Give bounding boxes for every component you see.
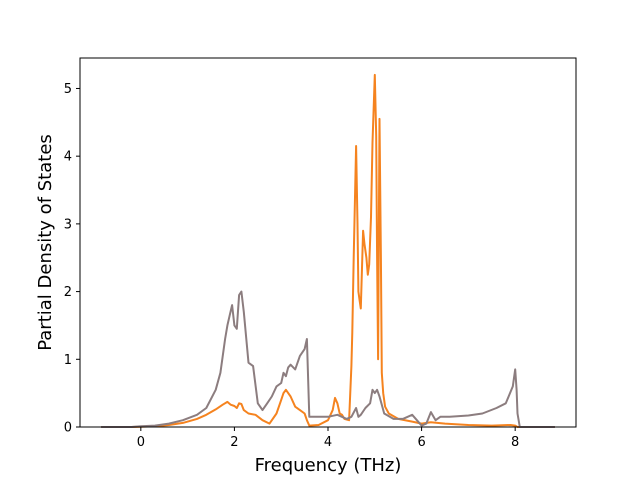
y-tick-label: 4 (64, 150, 72, 165)
y-tick-label: 0 (64, 421, 72, 436)
x-axis-ticks: 0 2 4 6 8 (137, 427, 519, 450)
x-tick-label: 0 (137, 435, 145, 450)
x-tick-label: 2 (230, 435, 238, 450)
x-tick-label: 6 (417, 435, 425, 450)
plot-area (101, 73, 555, 428)
y-tick-label: 5 (64, 82, 72, 97)
y-tick-label: 2 (64, 285, 72, 300)
series-line-2 (101, 290, 555, 428)
x-tick-label: 4 (324, 435, 332, 450)
x-tick-label: 8 (511, 435, 519, 450)
y-tick-label: 1 (64, 353, 72, 368)
y-tick-label: 3 (64, 217, 72, 232)
y-axis-ticks: 0 1 2 3 4 5 (64, 82, 80, 436)
x-axis-title: Frequency (THz) (255, 455, 402, 476)
y-axis-title: Partial Density of States (35, 134, 56, 351)
